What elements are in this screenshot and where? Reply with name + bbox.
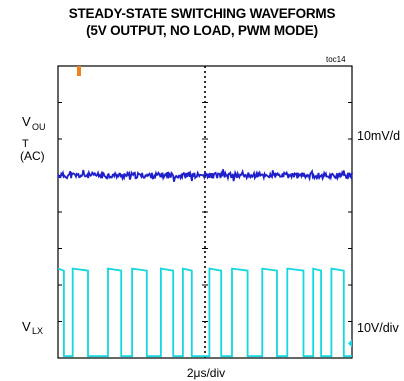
vout-label-extra: T: [22, 138, 29, 150]
time-scale-label: 2μs/div: [187, 366, 225, 380]
vlx-label-sub: LX: [32, 326, 43, 336]
traces: [57, 66, 353, 358]
vlx-ground-marker: [348, 339, 352, 348]
vout-trace: [57, 168, 353, 182]
vout-label-main: V: [22, 114, 31, 129]
vlx-trace: [57, 267, 352, 358]
vlx-scale: 10V/div: [357, 321, 399, 335]
vout-label-coupling: (AC): [20, 149, 45, 163]
graticule: [57, 65, 353, 359]
vout-scale: 10mV/d: [357, 129, 400, 143]
trigger-marker: [77, 66, 81, 76]
chart-title-line2: (5V OUTPUT, NO LOAD, PWM MODE): [86, 23, 318, 38]
figure-id: toc14: [326, 55, 346, 64]
vlx-label-main: V: [22, 319, 31, 334]
vout-label-sub: OU: [32, 122, 46, 132]
chart-title-line1: STEADY-STATE SWITCHING WAVEFORMS: [68, 6, 336, 21]
